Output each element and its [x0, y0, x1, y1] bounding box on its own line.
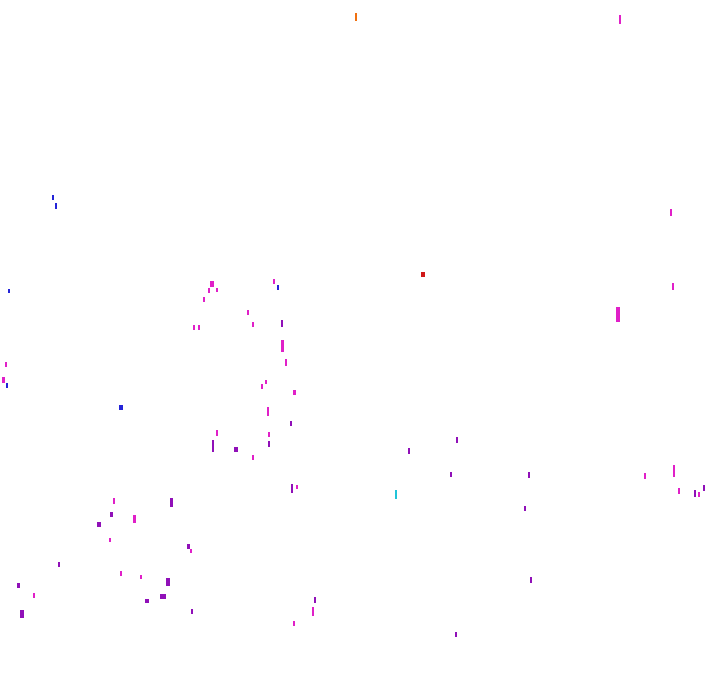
- speck: [160, 594, 166, 599]
- speck: [698, 492, 700, 497]
- speck: [212, 440, 214, 452]
- speck: [528, 472, 530, 478]
- speck: [140, 575, 142, 579]
- speck: [421, 272, 425, 277]
- speck: [58, 562, 60, 567]
- speck: [113, 498, 115, 504]
- speck: [268, 432, 270, 437]
- speck: [97, 522, 101, 527]
- speck: [670, 209, 672, 216]
- speck: [145, 599, 149, 603]
- speck: [265, 380, 267, 384]
- speck: [20, 610, 24, 618]
- speck: [291, 484, 293, 493]
- speck: [293, 390, 296, 395]
- speck: [672, 283, 674, 290]
- speck: [203, 297, 205, 302]
- speck: [109, 538, 111, 542]
- speck: [355, 13, 357, 21]
- speck: [285, 359, 287, 366]
- speck: [281, 320, 283, 327]
- speck: [644, 473, 646, 479]
- speck: [166, 578, 170, 586]
- speck: [616, 307, 620, 322]
- speck: [133, 515, 136, 523]
- speck: [190, 549, 192, 553]
- speck: [110, 512, 113, 517]
- speck: [208, 288, 210, 293]
- speck: [293, 621, 295, 626]
- speck: [216, 288, 218, 292]
- speck: [450, 472, 452, 477]
- speck: [252, 322, 254, 327]
- speck: [252, 455, 254, 460]
- speck: [694, 490, 696, 497]
- speck: [524, 506, 526, 511]
- speck: [261, 384, 263, 389]
- speck: [119, 405, 123, 410]
- speck: [216, 430, 218, 436]
- speck: [6, 383, 8, 388]
- speck: [673, 465, 675, 477]
- speck: [55, 203, 57, 209]
- speck: [314, 597, 316, 603]
- speck: [120, 571, 122, 576]
- speck: [170, 498, 173, 507]
- speck: [17, 583, 20, 588]
- speck: [619, 15, 621, 24]
- speck: [703, 485, 705, 491]
- speck: [268, 441, 270, 447]
- speck: [296, 485, 298, 489]
- speck: [277, 285, 279, 290]
- speck: [52, 195, 54, 200]
- speck: [210, 281, 214, 287]
- speck: [273, 279, 275, 284]
- speck: [530, 577, 532, 583]
- speck: [267, 407, 269, 416]
- speck: [2, 377, 5, 383]
- speck: [198, 325, 200, 330]
- speck: [281, 340, 284, 352]
- speck: [193, 325, 195, 330]
- speck: [455, 632, 457, 637]
- speck: [395, 490, 397, 499]
- speck: [191, 609, 193, 614]
- speck: [678, 488, 680, 494]
- speck: [456, 437, 458, 443]
- speck: [8, 289, 10, 293]
- speck: [408, 448, 410, 454]
- speck: [247, 310, 249, 315]
- speck: [234, 447, 238, 452]
- speck: [312, 607, 314, 616]
- speck: [5, 362, 7, 367]
- speck: [187, 544, 190, 549]
- speck: [290, 421, 292, 426]
- speck: [33, 593, 35, 598]
